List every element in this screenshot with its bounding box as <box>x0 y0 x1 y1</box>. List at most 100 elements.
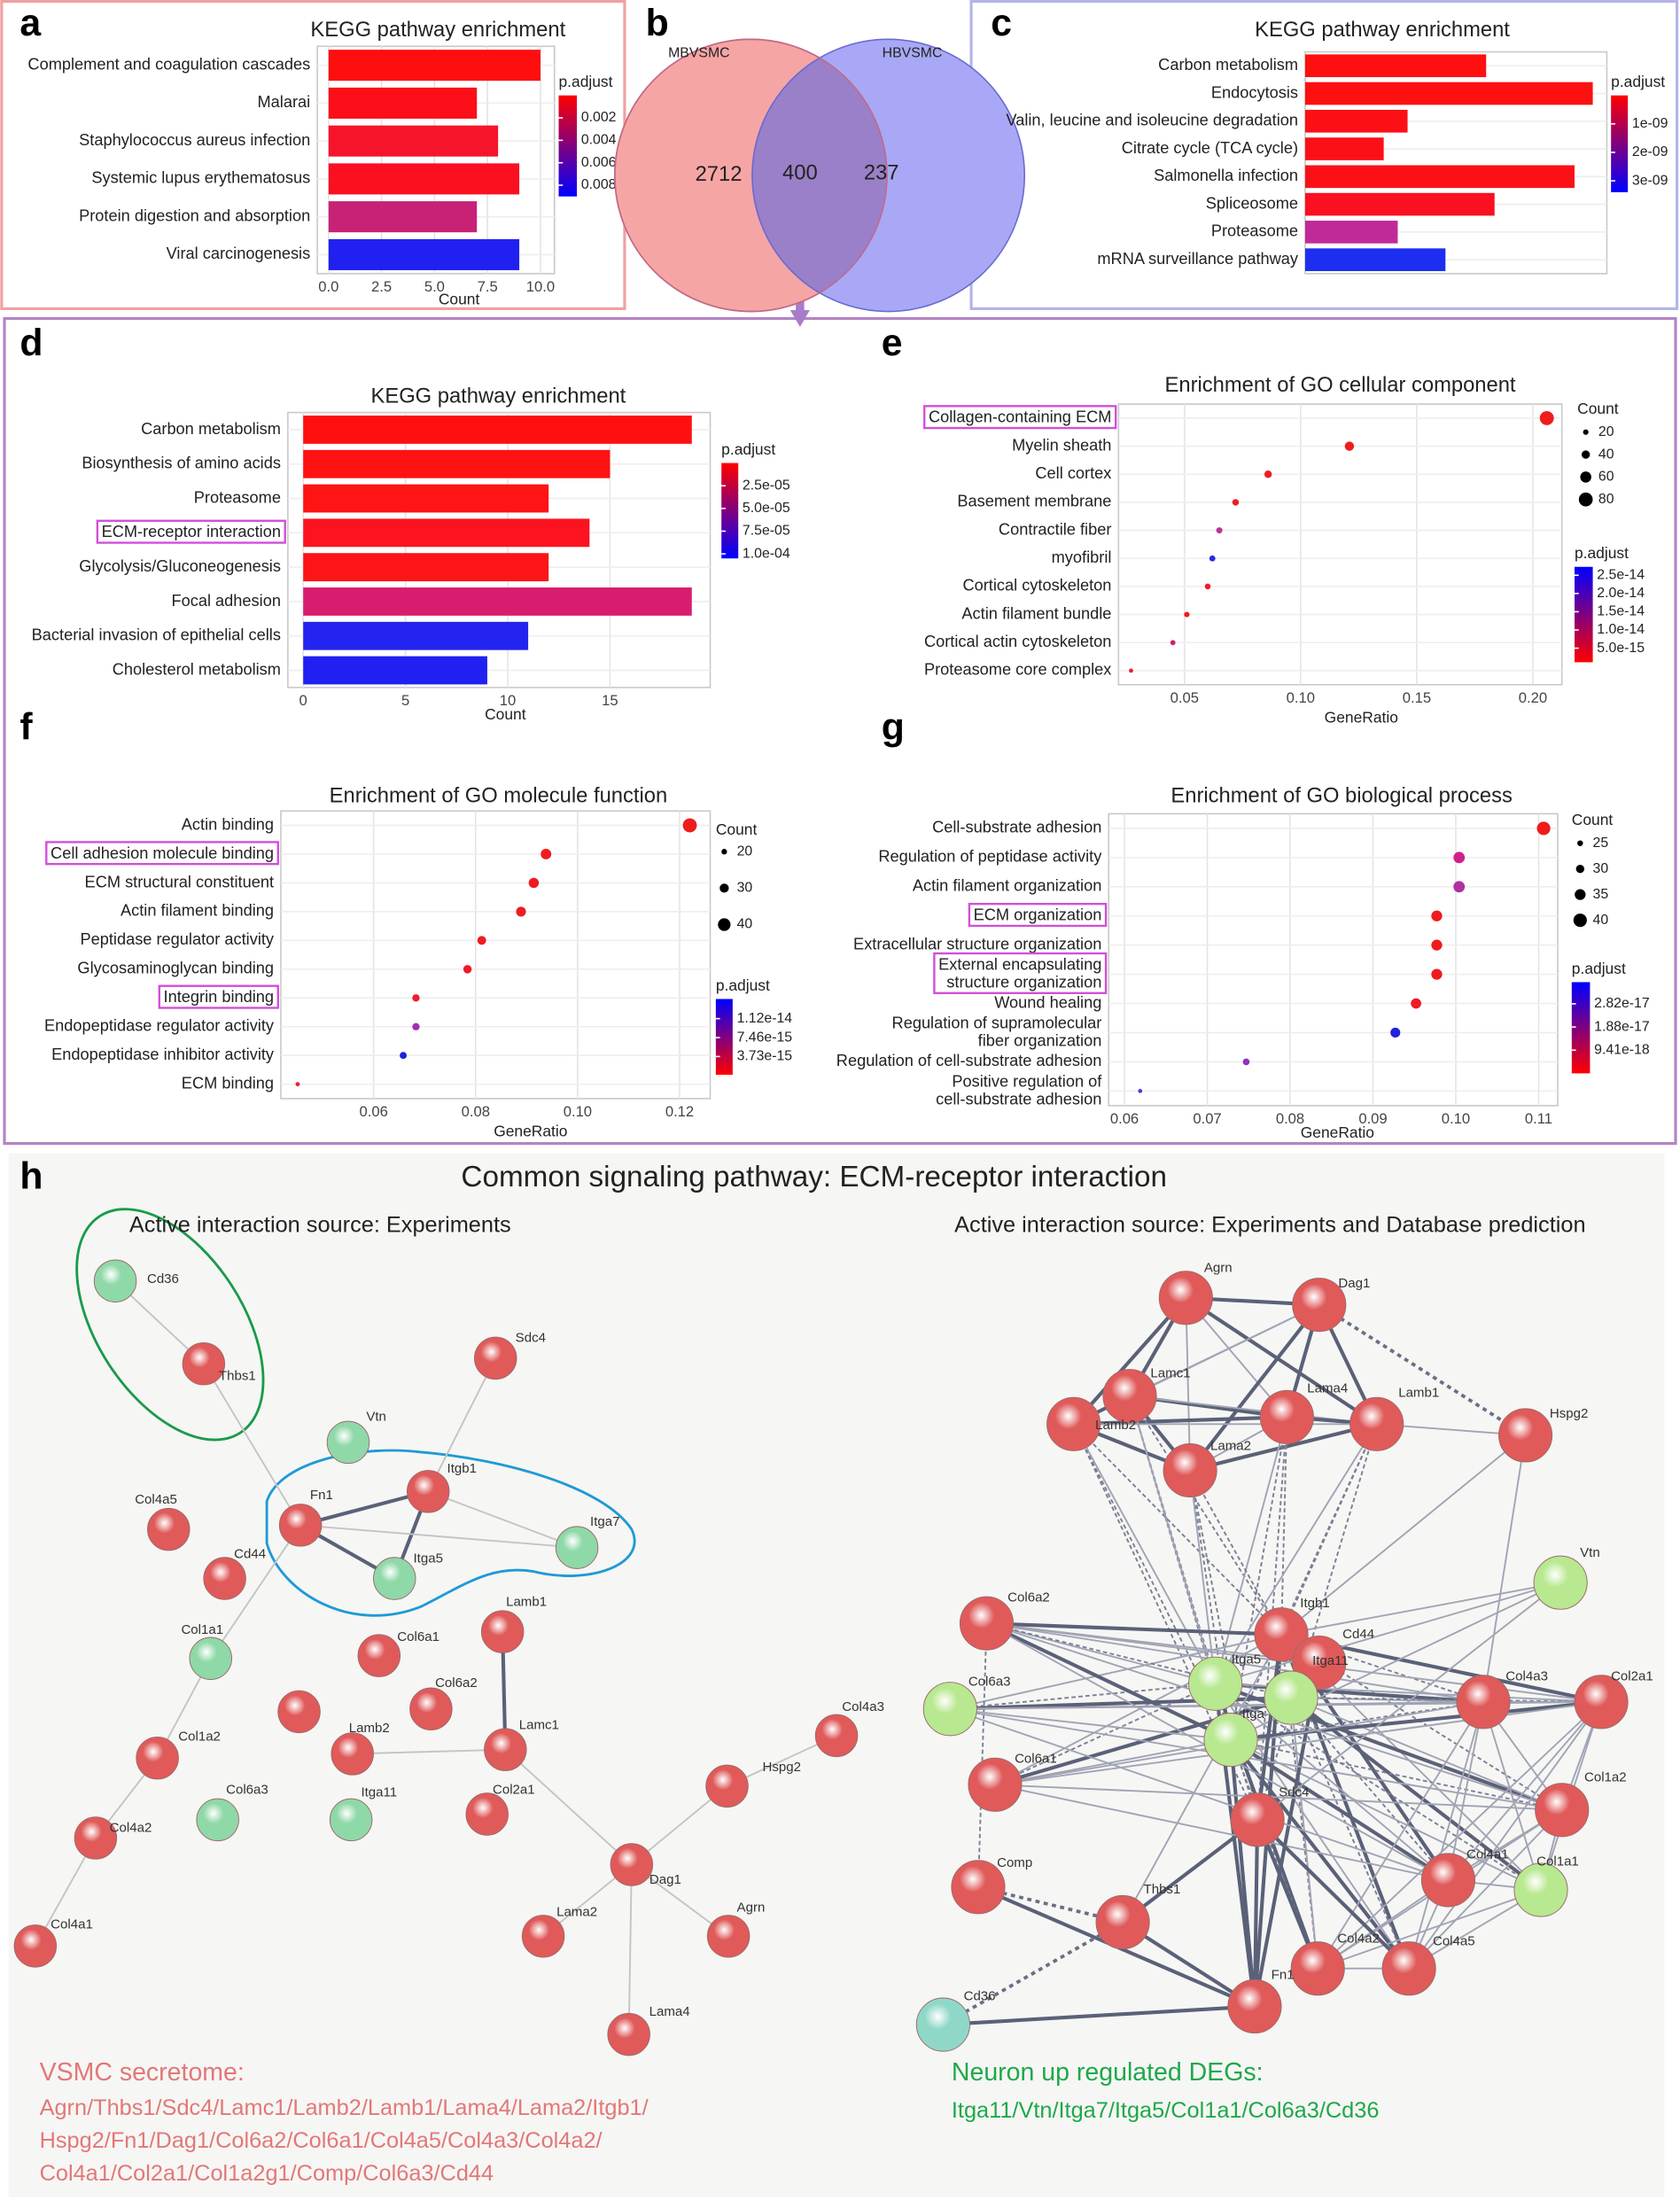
bar <box>1304 221 1398 244</box>
network-edge <box>1290 1697 1410 1970</box>
dot <box>682 818 697 833</box>
network-node-label: Sdc4 <box>516 1331 546 1346</box>
network-node <box>1420 1853 1476 1908</box>
legend-title: Count <box>1577 400 1619 417</box>
network-edge <box>1230 1417 1288 1740</box>
cluster-outline <box>265 1449 636 1617</box>
x-tick-label: 0.0 <box>318 278 338 295</box>
network-edge <box>1189 1422 1378 1473</box>
legend-title: p.adjust <box>1575 544 1629 562</box>
panel-letter: c <box>991 2 1012 44</box>
x-tick-label: 0.10 <box>564 1103 592 1120</box>
network-node-label: Lamb1 <box>506 1594 547 1609</box>
network-edge <box>1229 1738 1411 1970</box>
network-node-label: Col6a3 <box>226 1783 268 1798</box>
colorbar-tick-label: 9.41e-18 <box>1594 1042 1650 1057</box>
legend-title: p.adjust <box>716 976 770 994</box>
dot <box>1204 583 1211 590</box>
network-edge <box>352 1748 506 1755</box>
colorbar <box>1574 566 1593 663</box>
network-edge <box>1408 1701 1484 1969</box>
network-node-label: Lama2 <box>556 1904 597 1919</box>
dot <box>1344 441 1355 451</box>
size-legend-key <box>721 849 727 855</box>
network-node <box>1513 1862 1568 1917</box>
network-node-label: Cd44 <box>1342 1627 1374 1642</box>
network-node-label: Dag1 <box>649 1872 681 1887</box>
y-tick-label: myofibril <box>1052 548 1112 566</box>
network-node-label: Cd36 <box>964 1988 996 2003</box>
size-legend-label: 30 <box>737 881 753 896</box>
size-legend-label: 20 <box>737 843 753 859</box>
network-node-label: Col4a2 <box>1337 1931 1380 1946</box>
network-node <box>951 1860 1006 1915</box>
network-edge <box>1072 1423 1232 1741</box>
network-edge <box>1280 1582 1561 1636</box>
dot <box>412 994 420 1002</box>
dot <box>1536 821 1551 836</box>
degs-genes: Itga11/Vtn/Itga7/Itga5/Col1a1/Col6a3/Cd3… <box>952 2098 1380 2123</box>
legend-title: Count <box>1572 811 1614 828</box>
network-edge <box>1280 1417 1288 1635</box>
y-tick-label: Cortical cytoskeleton <box>962 577 1111 595</box>
network-node-label: Agrn <box>1204 1260 1233 1275</box>
network-node-label: Itga7 <box>590 1514 619 1529</box>
venn-set-label: HBVSMC <box>883 45 943 60</box>
network-node <box>1264 1670 1318 1725</box>
network-node <box>1203 1713 1258 1768</box>
network-node <box>147 1507 191 1551</box>
colorbar-tick-label: 1.0e-14 <box>1597 622 1645 637</box>
network-node-label: Itga11 <box>361 1785 397 1800</box>
network-node <box>1456 1675 1511 1730</box>
network-node <box>278 1504 323 1547</box>
plot-area <box>1108 812 1559 1107</box>
network-node <box>521 1915 565 1958</box>
x-tick-label: 10 <box>500 692 516 709</box>
dot <box>541 849 552 859</box>
colorbar <box>715 999 733 1075</box>
x-axis-label: GeneRatio <box>1325 708 1398 726</box>
y-tick-label: Contractile fiber <box>999 520 1111 538</box>
network-node <box>1574 1675 1629 1730</box>
dot <box>1170 640 1176 646</box>
network-node <box>331 1732 374 1776</box>
colorbar <box>558 95 578 197</box>
network-edge <box>504 1748 633 1866</box>
network-edge <box>1280 1434 1527 1636</box>
x-tick-label: 0.08 <box>1276 1110 1304 1127</box>
x-tick-label: 0.15 <box>1403 689 1431 706</box>
colorbar-tick-label: 0.006 <box>581 155 617 170</box>
bar <box>1304 109 1408 133</box>
dot <box>1138 1088 1143 1093</box>
network-node-label: Lama2 <box>1210 1439 1251 1454</box>
network-node-label: Vtn <box>1580 1545 1600 1560</box>
network-node-label: Hspg2 <box>763 1760 801 1775</box>
panel-letter: f <box>19 706 33 749</box>
panel-dg-frame <box>3 316 1677 1146</box>
network-node <box>1381 1941 1436 1996</box>
network-edge <box>1290 1697 1450 1881</box>
dot <box>1232 499 1240 506</box>
network-node-label: Thbs1 <box>219 1368 256 1383</box>
network-edge <box>1291 1697 1602 1703</box>
y-tick-label: Actin filament organization <box>913 877 1102 895</box>
network-node-label: Hspg2 <box>1550 1406 1588 1421</box>
network-node-label: Lamc1 <box>519 1718 559 1733</box>
legend-title: p.adjust <box>1611 73 1665 90</box>
network-node-label: Cd44 <box>234 1547 266 1562</box>
dot <box>1431 968 1443 980</box>
colorbar-tick-label: 1.0e-04 <box>743 546 790 561</box>
network-edge <box>1073 1415 1287 1427</box>
chart-title: KEGG pathway enrichment <box>310 18 565 42</box>
x-tick-label: 0.06 <box>360 1103 388 1120</box>
bar <box>1304 82 1593 105</box>
network-node <box>1259 1389 1314 1444</box>
network-edge <box>950 1683 1216 1710</box>
y-tick-label: Cholesterol metabolism <box>113 660 281 678</box>
bar <box>303 621 529 650</box>
y-tick-label: Citrate cycle (TCA cycle) <box>1122 139 1298 157</box>
network-node <box>959 1596 1015 1651</box>
bar <box>303 449 611 478</box>
size-legend-label: 40 <box>1593 913 1609 928</box>
